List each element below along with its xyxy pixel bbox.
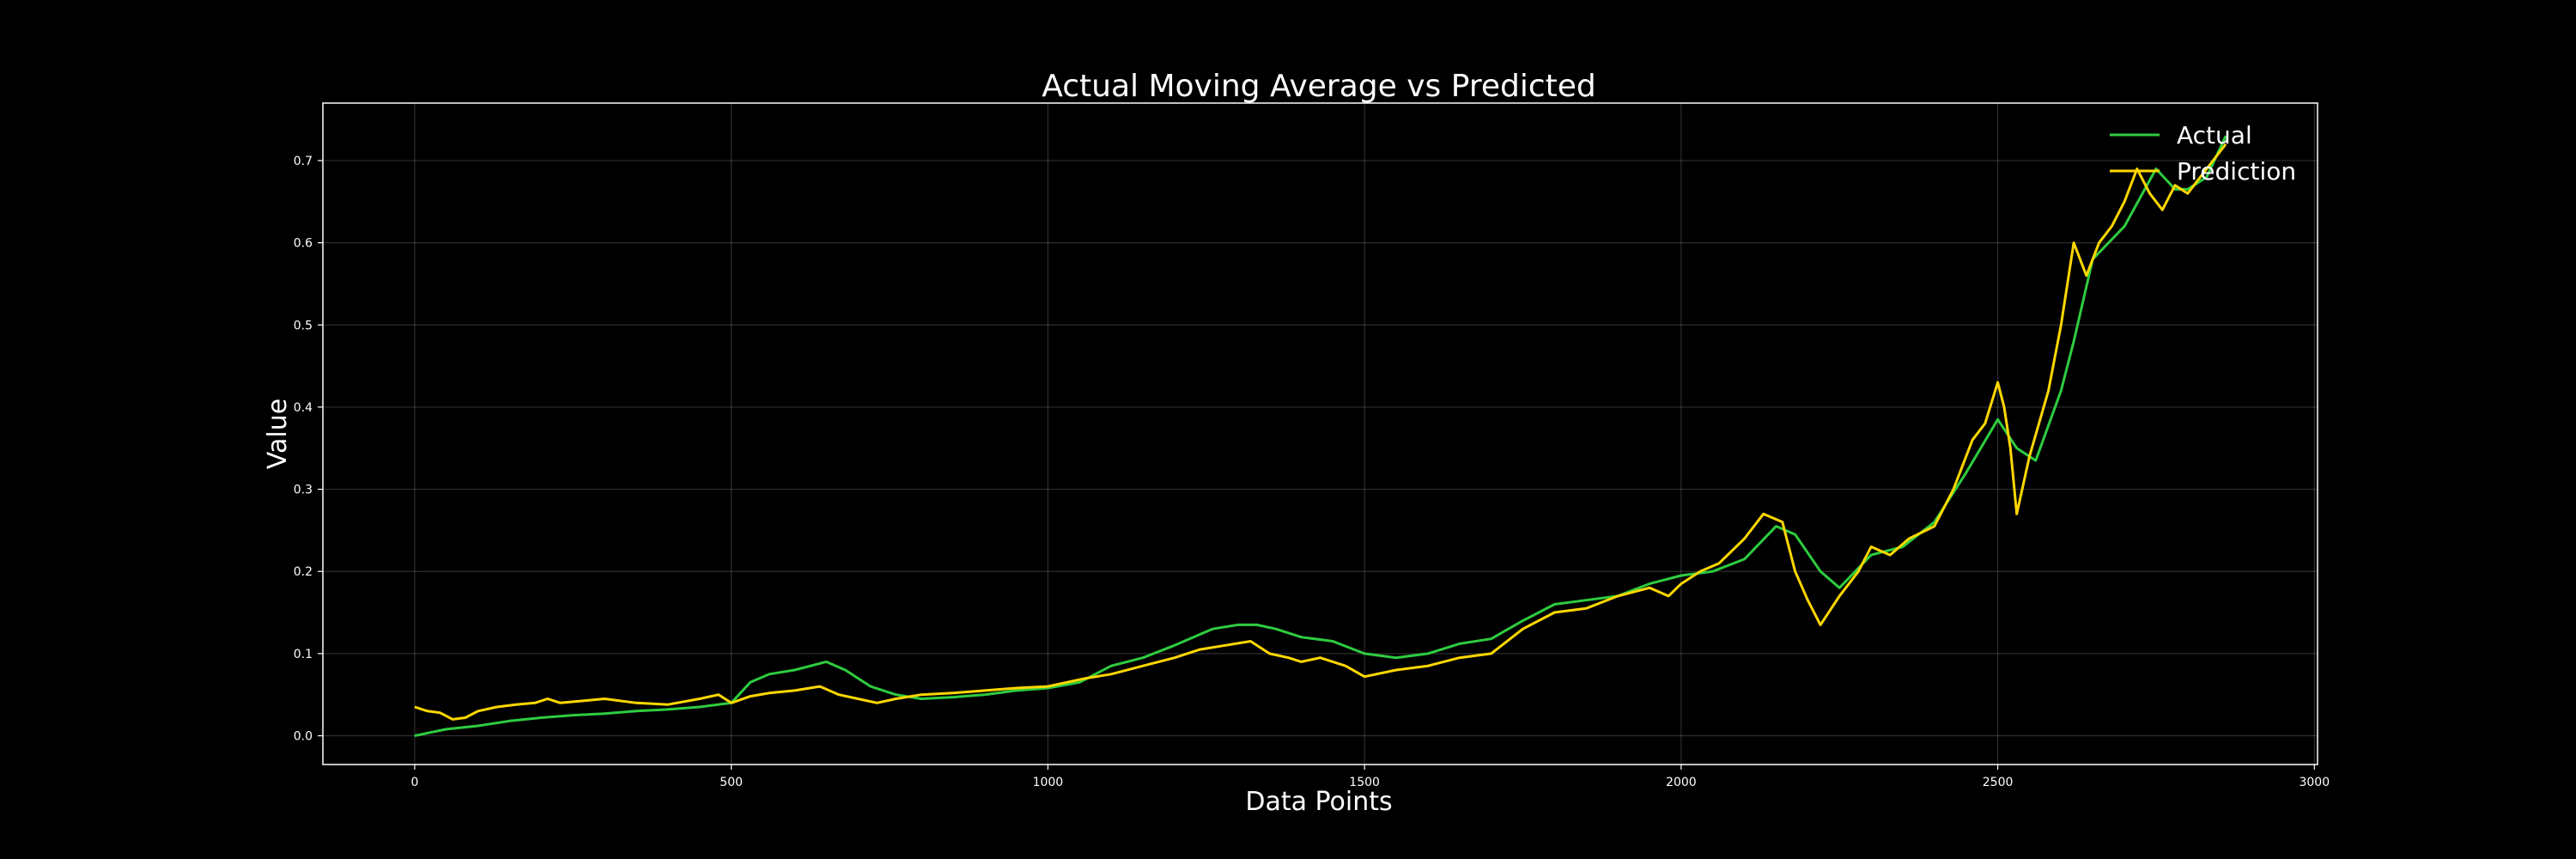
y-tick-label: 0.7 (294, 155, 313, 168)
x-tick-label: 2000 (1666, 776, 1697, 789)
y-tick-label: 0.5 (294, 319, 313, 332)
chart-title: Actual Moving Average vs Predicted (1042, 69, 1596, 104)
series-layer (414, 135, 2227, 737)
legend: Actual Prediction (2110, 121, 2296, 186)
y-axis-label: Value (263, 399, 293, 469)
y-tick-label: 0.4 (294, 401, 313, 415)
y-tick-label: 0.3 (294, 484, 313, 497)
legend-label-prediction: Prediction (2177, 157, 2296, 186)
x-tick-label: 3000 (2299, 776, 2330, 789)
x-tick-label: 500 (720, 776, 743, 789)
tick-layer: 0 500 1000 1500 2000 2500 3000 0.0 0.1 0.2 0.3 0.4 0… (294, 155, 2330, 789)
y-tick-label: 0.6 (294, 237, 313, 251)
x-tick-label: 1000 (1033, 776, 1064, 789)
x-axis-label: Data Points (1245, 787, 1392, 817)
x-tick-label: 0 (410, 776, 418, 789)
x-tick-label: 1500 (1349, 776, 1380, 789)
y-tick-label: 0.2 (294, 565, 313, 579)
y-tick-label: 0.1 (294, 648, 313, 661)
grid-layer (323, 103, 2318, 765)
series-line-actual (414, 135, 2227, 737)
series-line-prediction (414, 143, 2227, 721)
plot-frame (322, 102, 2318, 765)
x-tick-label: 2500 (1983, 776, 2014, 789)
y-tick-label: 0.0 (294, 730, 313, 744)
legend-label-actual: Actual (2177, 121, 2252, 149)
